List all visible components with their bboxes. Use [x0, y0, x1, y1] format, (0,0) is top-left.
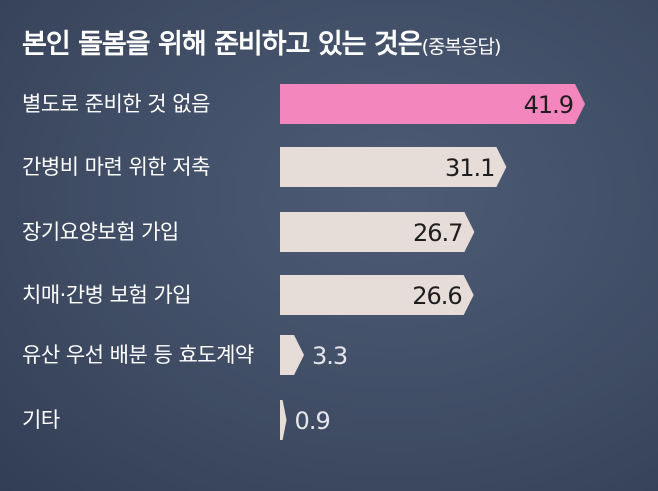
value-label: 26.6: [412, 282, 461, 310]
bar: [280, 147, 507, 187]
chart-title-block: 본인 돌봄을 위해 준비하고 있는 것은(중복응답): [22, 22, 502, 61]
chart-title: 본인 돌봄을 위해 준비하고 있는 것은: [22, 29, 423, 60]
bar: [280, 84, 586, 124]
category-label: 간병비 마련 위한 저축: [22, 155, 210, 179]
category-label: 유산 우선 배분 등 효도계약: [22, 343, 254, 367]
category-label: 기타: [22, 408, 60, 432]
bar: [280, 212, 475, 252]
value-label: 26.7: [413, 219, 462, 247]
category-label: 별도로 준비한 것 없음: [22, 92, 210, 116]
category-label: 장기요양보험 가입: [22, 220, 179, 244]
chart-subtitle: (중복응답): [421, 36, 502, 58]
bar: [280, 400, 287, 440]
bar: [280, 275, 474, 315]
value-label: 41.9: [524, 91, 573, 119]
category-label: 치매·간병 보험 가입: [22, 283, 192, 307]
bar: [280, 335, 305, 375]
value-label: 31.1: [445, 154, 494, 182]
value-label: 0.9: [295, 407, 330, 435]
value-label: 3.3: [312, 342, 347, 370]
